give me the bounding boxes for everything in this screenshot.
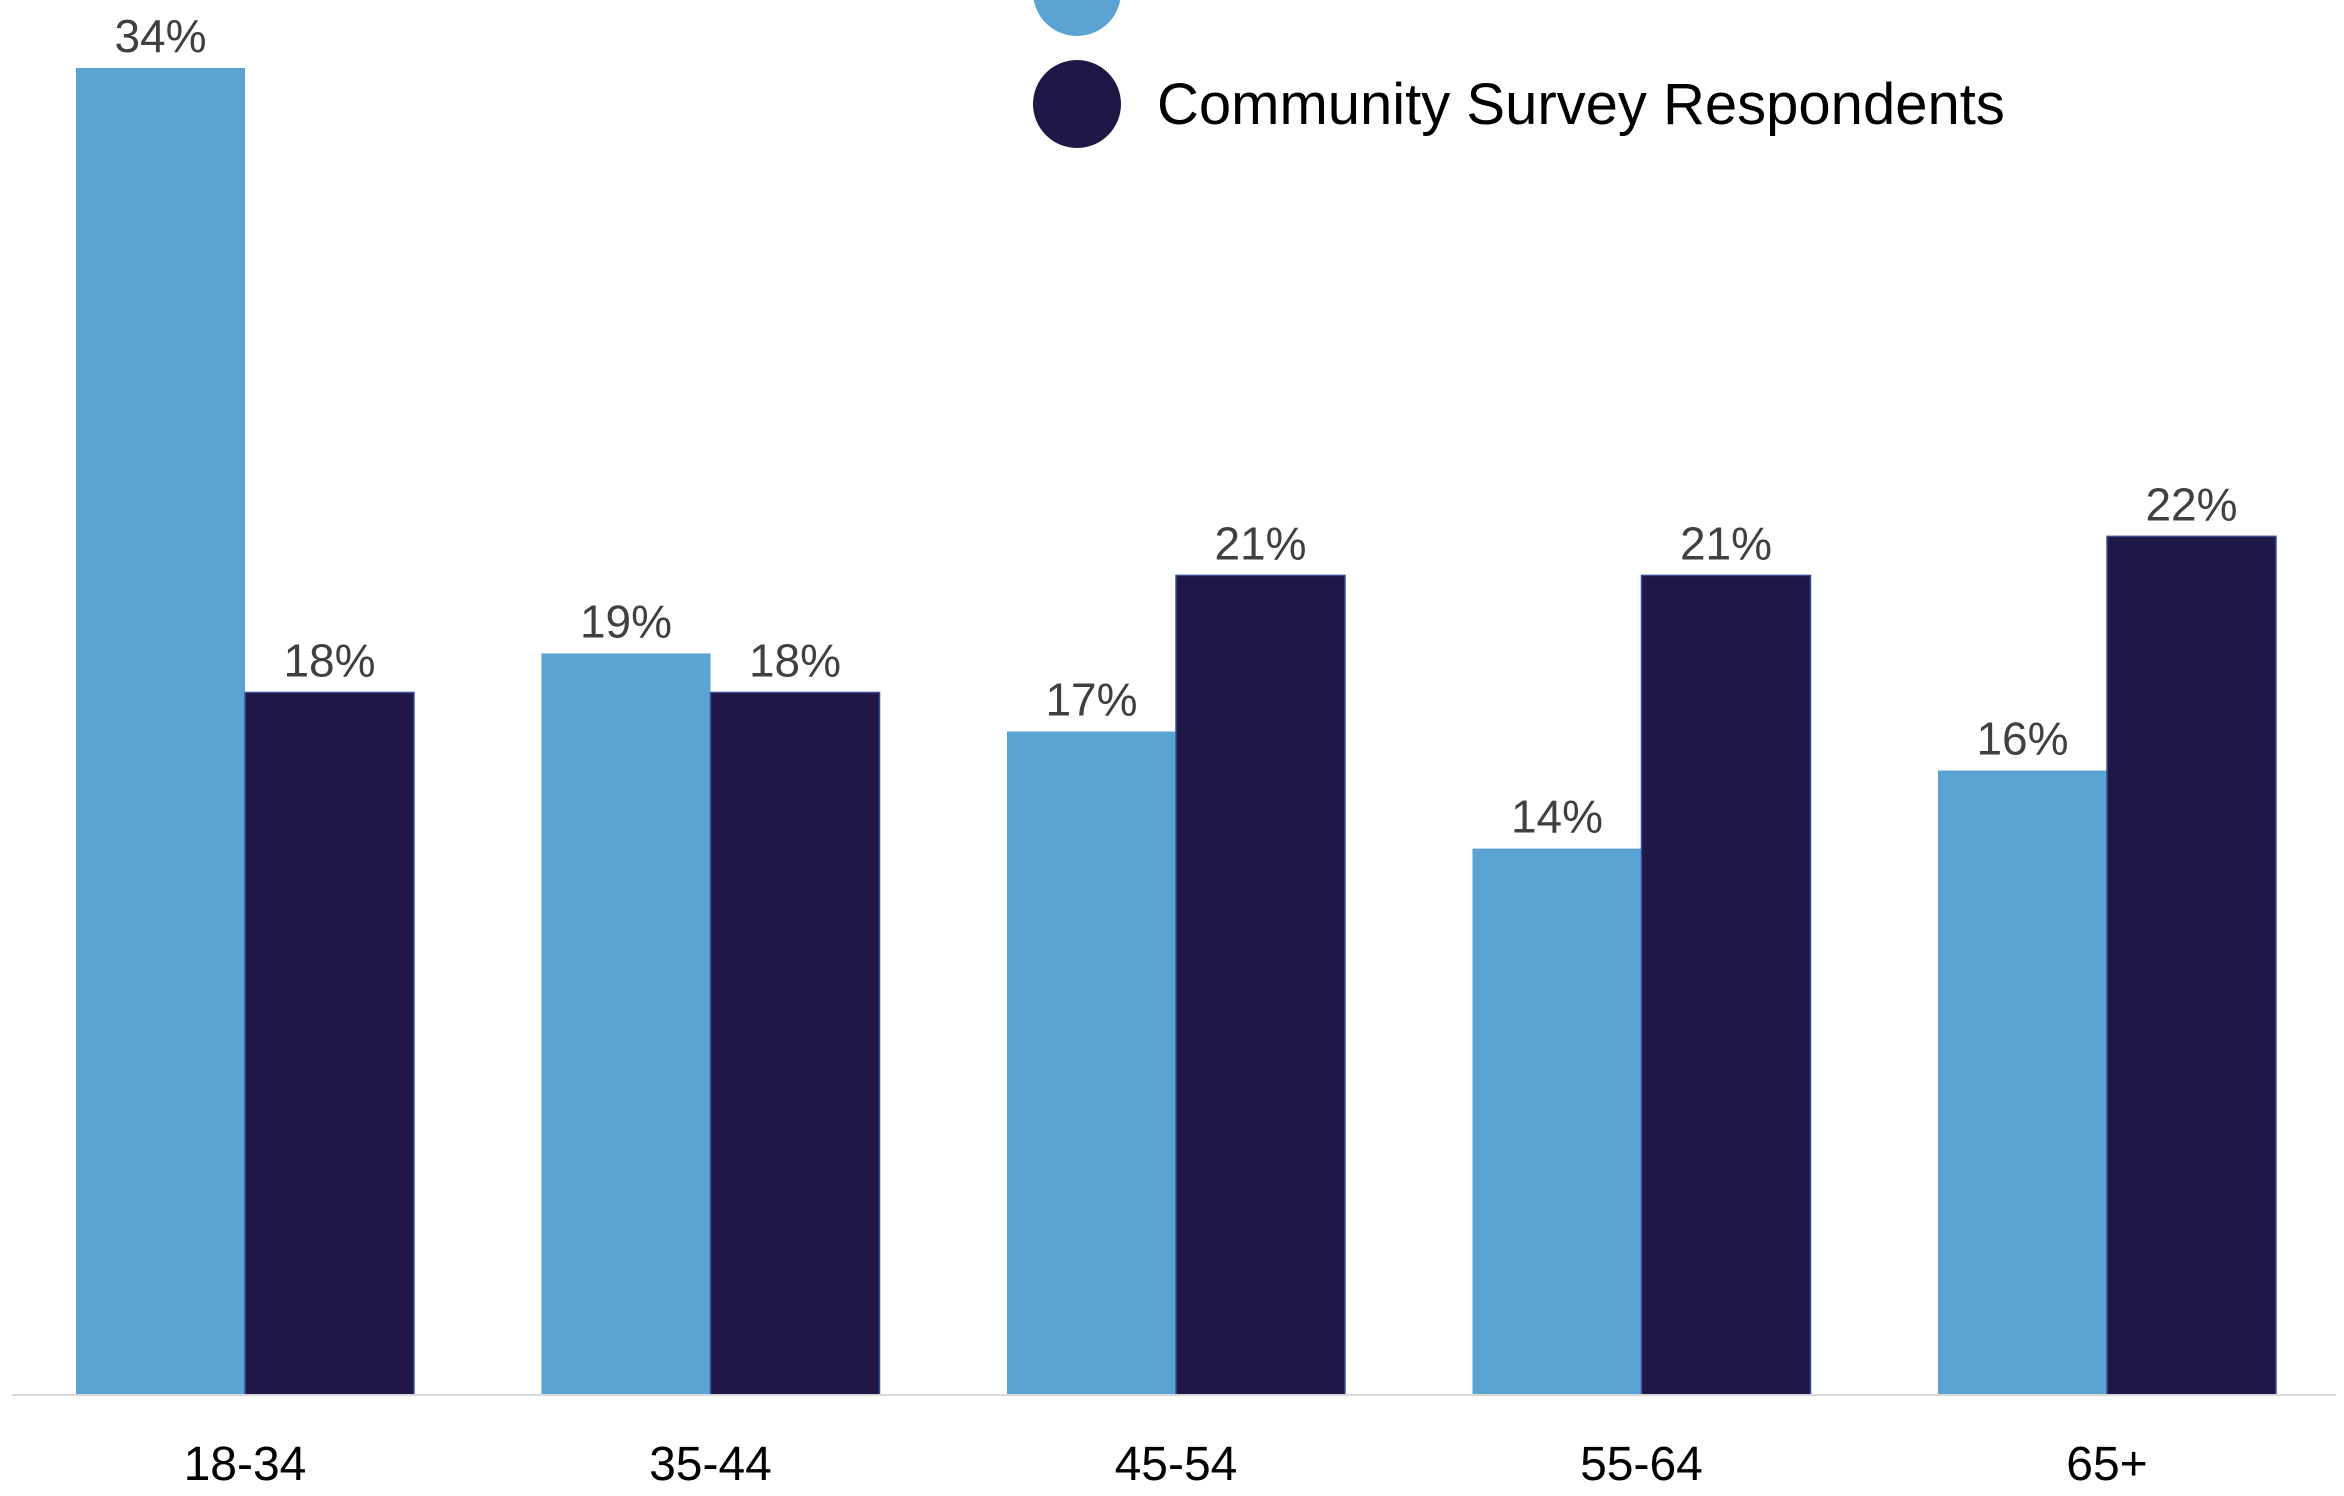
data-label-series-2-18-34: 18%: [283, 634, 375, 686]
data-label-series-1-55-64: 14%: [1511, 791, 1603, 843]
x-tick-label-18-34: 18-34: [184, 1438, 307, 1491]
bars-group: [76, 68, 2277, 1396]
data-label-series-1-45-54: 17%: [1045, 674, 1137, 726]
bar-series-1-55-64: [1472, 848, 1642, 1395]
x-axis-tick-labels: 18-34 35-44 45-54 55-64 65+: [184, 1438, 2148, 1491]
x-tick-label-45-54: 45-54: [1115, 1438, 1238, 1491]
x-tick-label-55-64: 55-64: [1580, 1438, 1703, 1491]
bar-series-1-65: [1938, 770, 2107, 1395]
x-tick-label-65: 65+: [2066, 1438, 2147, 1491]
data-labels-group: 34% 18% 19% 18% 17% 21% 14% 21% 16% 22%: [114, 10, 2237, 843]
bar-series-1-45-54: [1007, 731, 1176, 1395]
bar-series-2-18-34: [244, 691, 415, 1396]
data-label-series-2-45-54: 21%: [1214, 517, 1306, 569]
bar-series-1-18-34: [76, 68, 245, 1395]
x-tick-label-35-44: 35-44: [649, 1438, 772, 1491]
bar-series-2-65: [2106, 535, 2277, 1396]
bar-series-2-45-54: [1175, 574, 1346, 1396]
bar-series-2-55-64: [1640, 574, 1812, 1396]
data-label-series-2-65: 22%: [2145, 478, 2237, 530]
data-label-series-1-65: 16%: [1976, 713, 2068, 765]
data-label-series-2-55-64: 21%: [1680, 517, 1772, 569]
data-label-series-1-18-34: 34%: [114, 10, 206, 62]
data-label-series-2-35-44: 18%: [749, 634, 841, 686]
bar-series-1-35-44: [541, 653, 711, 1395]
legend-marker-series-1: [1033, 0, 1121, 36]
legend-marker-series-2: [1033, 60, 1121, 148]
legend: Community Survey Respondents: [1033, 0, 2005, 148]
data-label-series-1-35-44: 19%: [580, 595, 672, 647]
legend-label-series-2: Community Survey Respondents: [1157, 72, 2005, 137]
bar-series-2-35-44: [709, 691, 881, 1396]
